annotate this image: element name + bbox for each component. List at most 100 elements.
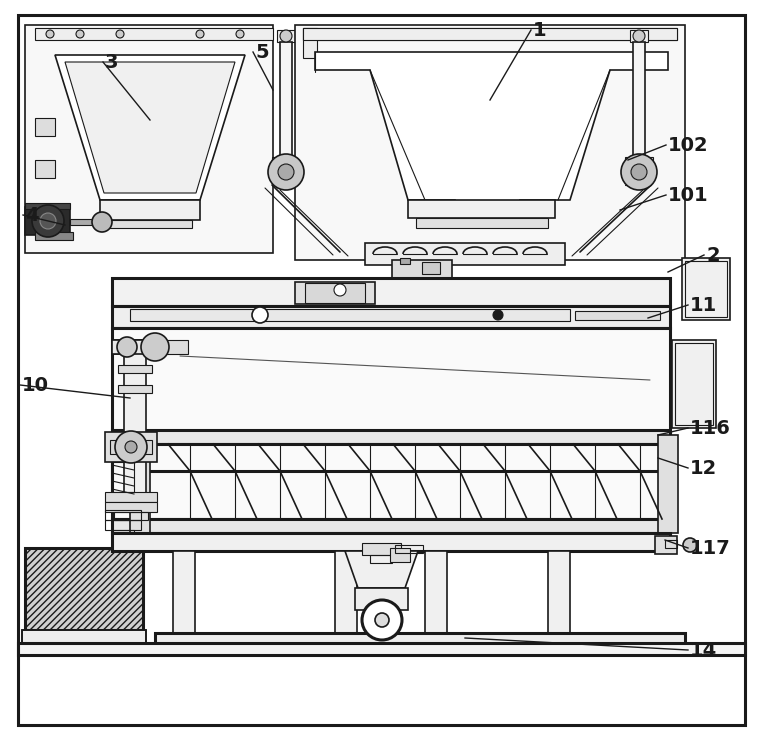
Bar <box>112 462 134 492</box>
Bar <box>422 262 440 274</box>
Bar <box>35 160 55 178</box>
Circle shape <box>683 538 697 552</box>
Bar <box>18 643 745 655</box>
Circle shape <box>40 213 56 229</box>
Bar <box>408 200 555 218</box>
Circle shape <box>252 307 268 323</box>
Circle shape <box>280 30 292 42</box>
Circle shape <box>116 30 124 38</box>
Text: 102: 102 <box>668 136 709 154</box>
Bar <box>105 492 157 502</box>
Bar <box>630 30 648 42</box>
Text: 117: 117 <box>690 539 731 557</box>
Bar <box>672 340 716 428</box>
Bar <box>22 630 146 644</box>
Bar <box>110 440 152 454</box>
Bar <box>108 220 192 228</box>
Text: 2: 2 <box>706 246 720 264</box>
Bar <box>35 118 55 136</box>
Circle shape <box>92 212 112 232</box>
Bar <box>335 551 357 633</box>
Bar <box>575 311 660 320</box>
Polygon shape <box>55 55 245 200</box>
Text: 11: 11 <box>690 295 717 314</box>
Circle shape <box>46 30 54 38</box>
Bar <box>70 219 102 225</box>
Bar <box>425 551 447 633</box>
Circle shape <box>196 30 204 38</box>
Circle shape <box>236 30 244 38</box>
Text: 1: 1 <box>533 21 546 40</box>
Bar <box>112 430 670 444</box>
Bar <box>112 340 160 354</box>
Circle shape <box>375 613 389 627</box>
Circle shape <box>631 164 647 180</box>
Bar <box>682 258 730 320</box>
Bar <box>392 260 452 282</box>
Bar <box>112 328 670 503</box>
Text: 4: 4 <box>25 205 39 224</box>
Bar <box>105 432 157 462</box>
Bar <box>303 28 677 40</box>
Polygon shape <box>345 551 418 588</box>
Bar <box>105 510 141 520</box>
Bar <box>112 340 142 354</box>
Bar <box>112 519 670 533</box>
Bar <box>25 548 143 630</box>
Bar <box>675 343 713 425</box>
Bar <box>130 435 150 533</box>
Bar <box>390 548 410 562</box>
Bar <box>100 200 200 220</box>
Bar <box>105 520 141 530</box>
Bar <box>112 533 670 551</box>
Bar <box>655 536 677 554</box>
Bar <box>112 444 670 519</box>
Bar <box>277 30 295 42</box>
Bar <box>365 243 565 265</box>
Circle shape <box>32 205 64 237</box>
Bar <box>25 548 143 630</box>
Bar <box>124 340 146 495</box>
Bar <box>130 309 570 321</box>
Bar <box>148 340 188 354</box>
Circle shape <box>493 310 503 320</box>
Polygon shape <box>315 52 668 215</box>
Bar <box>305 283 365 303</box>
Bar <box>155 633 685 651</box>
Bar <box>35 232 73 240</box>
Bar <box>395 545 423 553</box>
Text: 5: 5 <box>255 43 269 61</box>
Bar <box>303 28 677 40</box>
Text: 12: 12 <box>690 458 717 477</box>
Bar <box>376 608 388 622</box>
Bar <box>112 530 134 548</box>
Bar <box>548 551 570 633</box>
Bar <box>303 28 317 58</box>
Bar <box>112 278 670 306</box>
Bar <box>118 365 152 373</box>
Bar <box>272 157 300 167</box>
Bar <box>665 540 677 548</box>
Bar <box>416 218 548 228</box>
Circle shape <box>268 154 304 190</box>
Text: 14: 14 <box>690 641 717 660</box>
Bar <box>22 630 146 644</box>
Bar <box>295 282 375 304</box>
Bar <box>370 555 392 563</box>
Circle shape <box>117 337 137 357</box>
Circle shape <box>621 154 657 190</box>
Bar <box>114 512 148 520</box>
Text: 10: 10 <box>22 376 49 395</box>
Text: 3: 3 <box>105 52 118 72</box>
Circle shape <box>278 164 294 180</box>
Bar <box>685 261 727 317</box>
Bar <box>355 588 408 610</box>
Circle shape <box>362 600 402 640</box>
Bar <box>400 258 410 264</box>
Bar <box>35 28 273 40</box>
Bar <box>658 435 678 533</box>
Bar <box>633 42 645 157</box>
Bar <box>112 306 670 328</box>
Bar <box>25 207 70 235</box>
Circle shape <box>334 284 346 296</box>
